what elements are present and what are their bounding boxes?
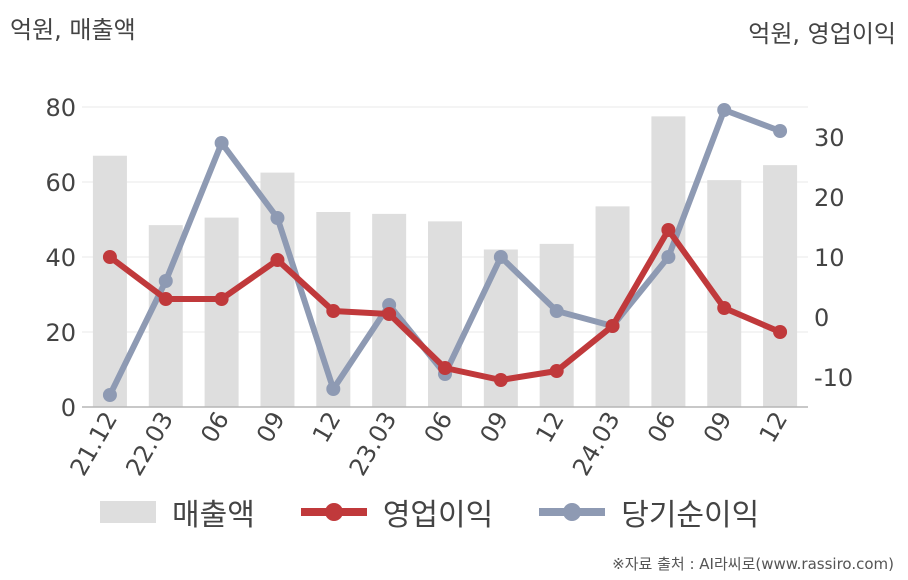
left-tick-label: 80	[45, 94, 76, 122]
point-net-income	[326, 382, 341, 396]
legend-swatch-revenue	[100, 501, 156, 523]
point-operating-profit	[493, 373, 508, 387]
x-tick-label: 06	[195, 407, 235, 447]
point-operating-profit	[717, 301, 732, 315]
right-tick-label: 20	[814, 184, 845, 212]
bar-revenue	[204, 217, 239, 407]
legend-item-net-income: 당기순이익	[539, 490, 759, 534]
legend-item-operating-profit: 영업이익	[300, 490, 494, 534]
x-tick-label: 09	[475, 407, 515, 447]
left-tick-label: 20	[45, 319, 76, 347]
point-net-income	[661, 250, 676, 264]
point-operating-profit	[438, 361, 452, 375]
point-operating-profit	[326, 304, 341, 318]
x-tick-label: 06	[419, 407, 459, 447]
legend-swatch-operating-profit	[300, 499, 367, 525]
point-operating-profit	[549, 364, 564, 378]
point-operating-profit	[214, 292, 229, 306]
x-tick-label: 12	[530, 407, 570, 447]
right-tick-label: 10	[814, 244, 845, 272]
left-tick-label: 40	[45, 244, 76, 272]
point-operating-profit	[270, 253, 285, 267]
point-net-income	[270, 211, 285, 225]
chart-legend: 매출액 영업이익 당기순이익	[100, 490, 805, 534]
x-tick-label: 06	[642, 407, 682, 447]
x-tick-label: 09	[251, 407, 291, 447]
point-operating-profit	[158, 292, 173, 306]
right-tick-label: 0	[814, 304, 829, 332]
point-net-income	[549, 304, 564, 318]
point-net-income	[102, 388, 117, 402]
bar-revenue	[763, 165, 798, 407]
point-operating-profit	[773, 325, 788, 339]
x-tick-label: 12	[754, 407, 794, 447]
left-axis-unit-label: 억원, 매출액	[10, 16, 136, 44]
legend-label-operating-profit: 영업이익	[382, 498, 494, 533]
point-net-income	[717, 103, 732, 117]
legend-label-revenue: 매출액	[172, 498, 255, 533]
x-tick-label: 22.03	[120, 407, 179, 480]
point-operating-profit	[605, 319, 620, 333]
legend-item-revenue: 매출액	[100, 490, 255, 534]
x-tick-label: 23.03	[344, 407, 403, 480]
source-note: ※자료 출처 : AI라씨로(www.rassiro.com)	[612, 555, 894, 573]
point-net-income	[773, 124, 788, 138]
point-operating-profit	[102, 250, 117, 264]
x-tick-label: 09	[698, 407, 738, 447]
left-tick-label: 60	[45, 169, 76, 197]
right-axis-unit-label: 억원, 영업이익	[748, 20, 896, 48]
x-tick-label: 24.03	[567, 407, 626, 480]
point-net-income	[158, 274, 173, 288]
point-net-income	[214, 136, 229, 150]
bar-revenue	[539, 243, 574, 407]
left-tick-label: 0	[61, 394, 76, 422]
point-operating-profit	[382, 307, 397, 321]
point-net-income	[493, 250, 508, 264]
x-tick-label: 12	[307, 407, 347, 447]
point-operating-profit	[661, 223, 676, 237]
bar-revenue	[260, 172, 295, 407]
legend-swatch-net-income	[539, 499, 606, 525]
right-tick-label: 30	[814, 124, 845, 152]
right-tick-label: -10	[814, 364, 853, 392]
legend-label-net-income: 당기순이익	[621, 498, 760, 533]
